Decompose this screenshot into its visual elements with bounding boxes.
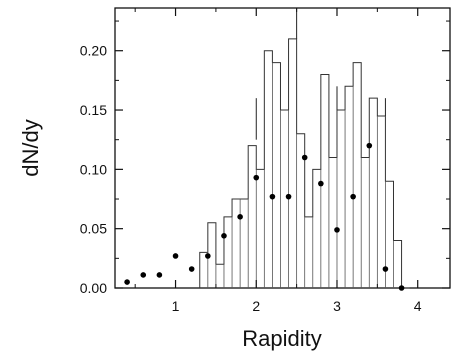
histogram-layer	[199, 38, 410, 289]
data-point	[253, 174, 260, 181]
data-point	[221, 232, 227, 239]
data-point	[124, 279, 130, 285]
y-tick-label: 0.10	[80, 161, 107, 177]
data-point	[188, 266, 195, 272]
y-axis-title: dN/dy	[18, 119, 43, 176]
data-point	[172, 253, 179, 259]
y-tick-label: 0.05	[80, 221, 107, 237]
tick-layer: 0.00 0.05 0.10 0.15 0.20 1 2 3 4	[80, 8, 450, 314]
data-point	[237, 214, 243, 220]
data-point	[269, 193, 276, 200]
data-point	[285, 193, 292, 200]
x-tick-label: 1	[172, 298, 180, 314]
data-point	[140, 272, 147, 278]
data-point	[301, 154, 308, 161]
x-tick-label: 3	[333, 298, 341, 314]
data-point	[398, 285, 405, 291]
data-point	[205, 253, 211, 259]
data-point	[334, 227, 340, 233]
x-tick-label: 2	[252, 298, 260, 314]
data-point	[318, 180, 324, 187]
data-point	[366, 142, 373, 149]
data-point	[156, 272, 163, 278]
data-point	[382, 266, 389, 272]
plot-frame	[114, 7, 451, 289]
data-point	[350, 193, 356, 200]
error-bar-layer	[255, 8, 386, 140]
histogram-step-line	[199, 38, 410, 289]
y-tick-label: 0.20	[80, 43, 107, 59]
y-tick-label: 0.00	[80, 280, 107, 296]
y-tick-label: 0.15	[80, 102, 107, 118]
data-point-layer	[124, 142, 405, 291]
x-axis-title: Rapidity	[242, 326, 321, 351]
x-tick-label: 4	[414, 298, 422, 314]
